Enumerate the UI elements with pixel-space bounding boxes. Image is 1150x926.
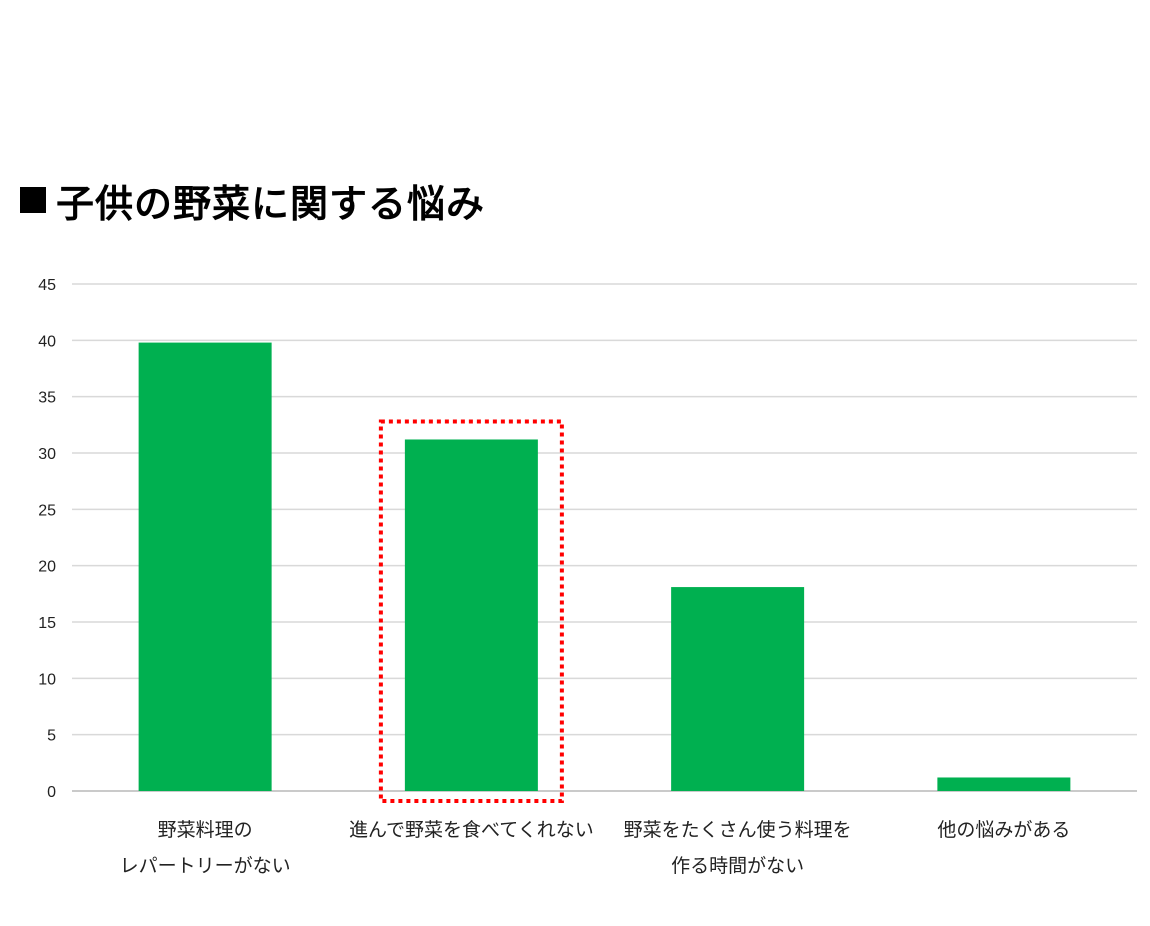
y-tick-label: 40 (38, 333, 56, 350)
y-tick-label: 10 (38, 671, 56, 688)
x-category-label: レパートリーがない (120, 855, 291, 877)
y-tick-label: 30 (38, 446, 56, 463)
x-category-label: 野菜料理の (158, 819, 253, 841)
y-tick-label: 0 (47, 784, 56, 801)
y-axis: 0 5 10 15 20 25 30 35 40 45 (38, 277, 56, 801)
highlight-box (378, 419, 564, 803)
highlight-dashed-box (378, 419, 564, 803)
y-tick-label: 25 (38, 502, 56, 519)
y-tick-label: 5 (47, 728, 56, 745)
y-tick-label: 35 (38, 390, 56, 407)
bars (138, 342, 1071, 791)
y-tick-label: 15 (38, 615, 56, 632)
bar (404, 439, 538, 791)
x-category-label: 他の悩みがある (937, 819, 1070, 841)
y-tick-label: 20 (38, 559, 56, 576)
x-category-label: 進んで野菜を食べてくれない (349, 819, 594, 841)
bar (937, 777, 1071, 791)
square-bullet-icon (20, 187, 46, 213)
x-category-label: 作る時間がない (671, 855, 804, 877)
bar (138, 342, 272, 791)
chart-title: 子供の野菜に関する悩み (20, 170, 485, 230)
y-tick-label: 45 (38, 277, 56, 294)
chart-title-text: 子供の野菜に関する悩み (56, 181, 486, 226)
bar (671, 587, 805, 791)
x-category-label: 野菜をたくさん使う料理を (624, 819, 852, 841)
